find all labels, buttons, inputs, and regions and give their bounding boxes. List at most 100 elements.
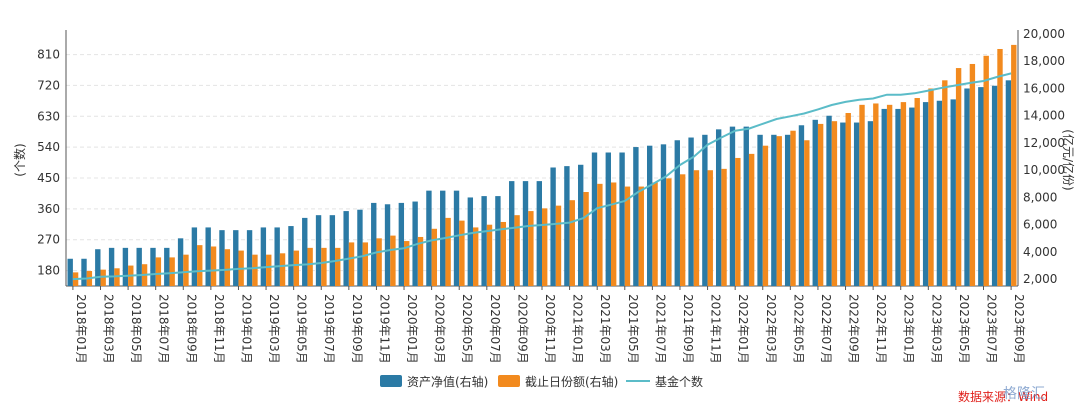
bar-net-assets-57 (853, 122, 860, 286)
bar-shares-51 (776, 136, 782, 286)
bar-shares-67 (997, 48, 1003, 287)
bar-shares-19 (335, 247, 341, 286)
bar-shares-46 (707, 170, 713, 286)
bar-net-assets-14 (260, 227, 267, 286)
bar-shares-41 (638, 186, 644, 286)
bar-net-assets-48 (729, 126, 736, 286)
bar-net-assets-12 (233, 230, 239, 286)
bar-shares-39 (610, 182, 617, 286)
right-tick-label-5: 12,000 (1023, 136, 1065, 150)
x-tick-label-13: 2020年03月 (433, 294, 447, 364)
bar-shares-26 (431, 228, 438, 286)
x-tick-label-9: 2019年07月 (322, 294, 336, 364)
x-tick-label-2: 2018年05月 (129, 294, 143, 364)
bar-net-assets-29 (467, 197, 474, 286)
left-axis-title: (个数) (12, 143, 27, 176)
bar-shares-15 (279, 253, 286, 286)
bar-shares-58 (873, 103, 879, 286)
x-tick-label-29: 2022年11月 (874, 294, 888, 364)
bar-shares-54 (817, 123, 824, 286)
bar-shares-44 (679, 174, 686, 286)
left-tick-label-4: 540 (37, 140, 60, 154)
x-tick-label-34: 2023年09月 (1012, 294, 1026, 364)
bar-net-assets-39 (605, 152, 611, 286)
bar-shares-25 (417, 236, 424, 286)
bar-shares-37 (583, 192, 589, 286)
bar-shares-22 (376, 238, 382, 286)
bar-net-assets-68 (1005, 80, 1012, 287)
bar-net-assets-19 (329, 215, 336, 286)
bar-shares-9 (197, 245, 203, 286)
bar-shares-52 (790, 130, 796, 286)
bar-net-assets-35 (550, 167, 556, 286)
bar-shares-29 (473, 227, 479, 286)
right-tick-label-1: 4,000 (1023, 245, 1057, 259)
x-tick-label-15: 2020年07月 (488, 294, 502, 364)
bar-net-assets-38 (591, 152, 598, 286)
bar-net-assets-62 (922, 102, 929, 286)
left-tick-label-5: 630 (37, 109, 60, 123)
bar-shares-33 (528, 211, 534, 286)
bar-shares-18 (321, 247, 327, 286)
bar-net-assets-22 (371, 202, 377, 286)
bar-shares-2 (100, 269, 106, 286)
bar-net-assets-45 (688, 137, 694, 286)
left-tick-label-3: 450 (37, 171, 60, 185)
bar-net-assets-55 (826, 115, 832, 286)
right-tick-label-2: 6,000 (1023, 218, 1057, 232)
bar-net-assets-16 (288, 226, 294, 286)
bar-net-assets-31 (495, 196, 501, 286)
x-tick-label-20: 2021年05月 (626, 294, 640, 364)
bar-shares-13 (252, 254, 258, 286)
bar-shares-23 (390, 235, 396, 286)
bar-net-assets-7 (164, 247, 170, 286)
bar-shares-27 (445, 217, 451, 286)
bar-shares-6 (155, 257, 162, 286)
chart-canvas: 180 270 360 450 540 630 720 810 2,000 4,000 6,000 8… (12, 27, 1076, 364)
bar-shares-65 (969, 63, 976, 287)
bar-net-assets-66 (978, 87, 984, 286)
watermark-logo: 格隆汇 (1003, 386, 1045, 402)
bar-shares-60 (900, 102, 907, 286)
bar-shares-56 (845, 113, 851, 286)
x-tick-label-16: 2020年09月 (515, 294, 529, 364)
bar-net-assets-52 (784, 134, 791, 286)
bar-net-assets-67 (991, 85, 998, 286)
bar-shares-28 (459, 220, 465, 286)
bar-shares-14 (266, 254, 272, 286)
legend-item-fund-count[interactable]: 基金个数 (626, 372, 703, 390)
legend-item-net-assets[interactable]: 资产净值(右轴) (380, 372, 488, 390)
bar-net-assets-64 (950, 99, 956, 286)
bar-shares-48 (735, 157, 741, 286)
bar-shares-43 (666, 178, 672, 286)
x-tick-label-27: 2022年07月 (819, 294, 833, 364)
right-tick-label-3: 8,000 (1023, 190, 1057, 204)
right-tick-label-4: 10,000 (1023, 163, 1065, 177)
x-tick-label-19: 2021年03月 (598, 294, 612, 364)
bar-net-assets-13 (246, 230, 253, 286)
x-tick-label-17: 2020年11月 (543, 294, 557, 364)
bar-net-assets-10 (205, 227, 211, 286)
bar-shares-57 (859, 104, 865, 287)
legend-label-fund-count: 基金个数 (655, 374, 704, 389)
bar-net-assets-56 (840, 122, 846, 286)
bar-net-assets-46 (702, 134, 708, 286)
bar-shares-68 (1011, 44, 1017, 287)
bar-net-assets-40 (619, 152, 625, 286)
left-tick-label-1: 270 (37, 233, 60, 247)
legend-item-shares[interactable]: 截止日份额(右轴) (498, 372, 618, 390)
bar-net-assets-36 (564, 166, 570, 286)
bar-net-assets-5 (136, 247, 142, 286)
bar-net-assets-58 (867, 121, 874, 286)
bar-net-assets-30 (481, 196, 487, 286)
legend-label-net-assets: 资产净值(右轴) (407, 374, 489, 389)
x-tick-label-21: 2021年07月 (653, 294, 667, 364)
x-tick-label-22: 2021年09月 (681, 294, 695, 364)
bar-net-assets-21 (357, 209, 363, 286)
right-tick-label-9: 20,000 (1023, 27, 1065, 41)
x-tick-label-6: 2019年01月 (239, 294, 253, 364)
right-tick-label-7: 16,000 (1023, 81, 1065, 95)
bar-shares-17 (307, 247, 313, 286)
bar-net-assets-2 (95, 249, 101, 286)
bar-net-assets-33 (522, 181, 529, 286)
